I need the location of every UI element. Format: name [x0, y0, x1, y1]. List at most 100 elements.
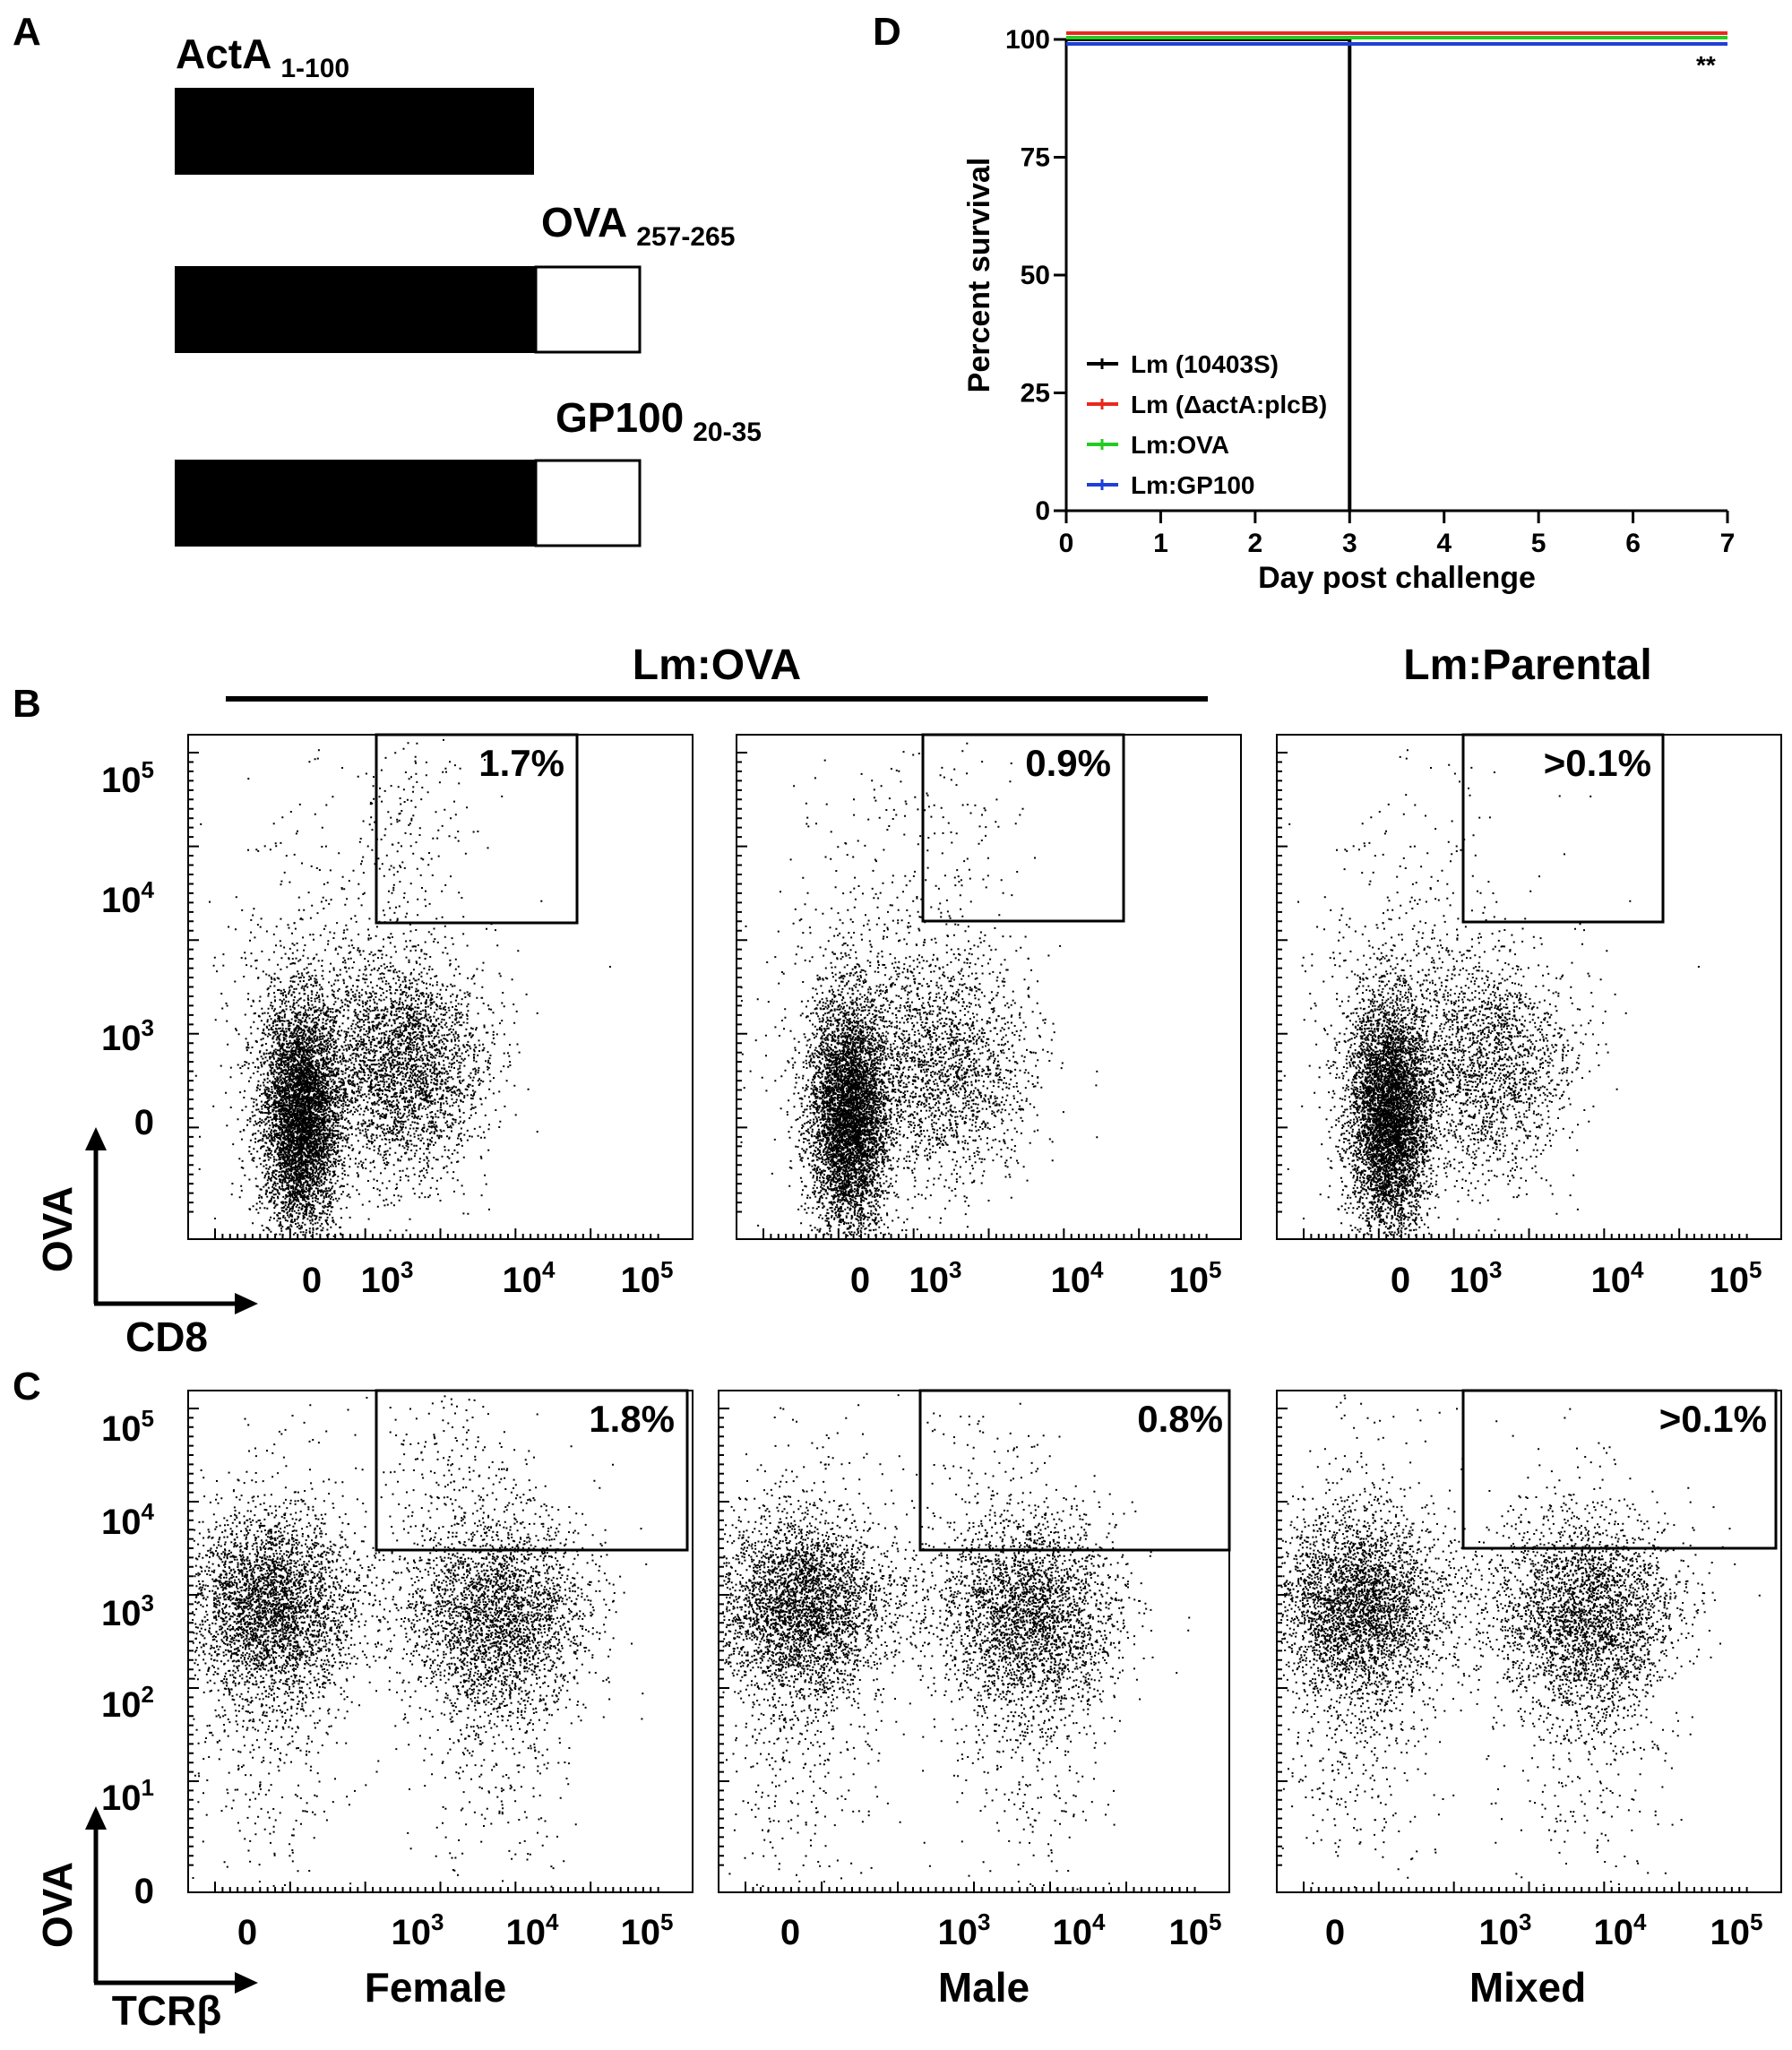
y-tick-label: 25 — [1021, 379, 1050, 409]
x-tick-label: 105 — [621, 1256, 674, 1300]
series-lines — [1066, 31, 1727, 511]
x-tick-label: 0 — [780, 1913, 800, 1952]
gate-box — [375, 1389, 689, 1552]
construct-ova: OVA 257-265 — [175, 199, 735, 354]
axis-ticks — [1277, 752, 1748, 1239]
y-tick-labels: 105 104 103 102 101 0 — [101, 1405, 155, 1911]
gate-percent: >0.1% — [1659, 1398, 1767, 1440]
flow-plot-frame — [187, 734, 694, 1240]
x-tick-label: 103 — [1450, 1256, 1503, 1300]
x-tick-label: 1 — [1153, 529, 1168, 558]
significance-marker: ** — [1696, 51, 1716, 79]
acta-bar — [175, 88, 534, 175]
panel-d: D 0 25 50 75 100 0 1 2 3 4 5 6 7 ** Day post challe… — [873, 10, 1735, 595]
x-axis-title: CD8 — [125, 1314, 208, 1360]
x-tick-label: 104 — [1053, 1908, 1107, 1952]
axis-ticks — [1277, 1408, 1748, 1892]
y-tick-label: 103 — [101, 1014, 154, 1058]
x-tick-label: 0 — [1325, 1913, 1345, 1952]
panel-letter-d: D — [873, 10, 901, 54]
x-axis-title: Day post challenge — [1258, 561, 1536, 595]
gate-box — [1461, 1389, 1778, 1550]
gate-percent: 0.9% — [1025, 742, 1111, 784]
x-tick-label: 0 — [850, 1261, 870, 1300]
y-tick-label: 50 — [1021, 261, 1050, 290]
x-tick-label: 6 — [1625, 529, 1641, 558]
y-tick-label: 103 — [101, 1589, 154, 1633]
x-tick-labels: 0 103 104 105 0 103 104 105 0 103 104 10… — [237, 1908, 1763, 1952]
construct-label: GP100 20-35 — [556, 394, 762, 447]
acta-bar — [175, 460, 536, 547]
event-dots — [1283, 787, 1700, 1232]
x-tick-label: 105 — [1710, 1256, 1762, 1300]
event-dots — [194, 787, 611, 1232]
axis-ticks — [188, 752, 659, 1239]
y-tick-label: 105 — [101, 756, 154, 800]
flow-plot-frame — [1276, 734, 1782, 1240]
x-tick-label: 103 — [938, 1908, 991, 1952]
event-dots — [1473, 1408, 1761, 1886]
y-tick-label: 100 — [1005, 25, 1050, 55]
x-tick-label: 0 — [1391, 1261, 1410, 1300]
y-ticks: 0 25 50 75 100 — [1005, 25, 1066, 526]
x-tick-label: 104 — [1051, 1256, 1105, 1300]
axis-ticks — [188, 1408, 659, 1892]
event-dots — [1280, 1451, 1532, 1767]
event-dots — [888, 742, 1024, 943]
acta-bar — [175, 266, 536, 353]
gate-box — [375, 733, 579, 925]
event-dots — [192, 1417, 393, 1891]
y-axis-title: OVA — [34, 1186, 81, 1272]
construct-acta: ActA 1-100 — [175, 30, 534, 175]
event-dots — [827, 884, 1098, 1232]
y-tick-label: 0 — [134, 1103, 154, 1142]
panel-a: A ActA 1-100 OVA 257-265 GP100 20-35 — [13, 10, 762, 547]
flow-plots-c — [188, 1394, 1761, 1892]
y-tick-label: 0 — [1035, 496, 1050, 526]
y-tick-label: 75 — [1021, 143, 1050, 173]
panel-letter-c: C — [13, 1365, 41, 1408]
x-tick-label: 2 — [1248, 529, 1263, 558]
x-tick-label: 5 — [1531, 529, 1546, 558]
legend-label: Lm:OVA — [1131, 431, 1229, 459]
x-tick-label: 7 — [1720, 529, 1736, 558]
x-tick-label: 3 — [1342, 529, 1357, 558]
y-tick-labels: 105 104 103 0 — [101, 756, 155, 1142]
x-tick-label: 0 — [302, 1261, 322, 1300]
event-dots — [722, 1408, 974, 1888]
epitope-bar — [534, 265, 642, 354]
gate-percent: 1.8% — [589, 1398, 675, 1440]
legend-label: Lm (10403S) — [1131, 350, 1279, 378]
panel-letter-a: A — [13, 10, 41, 54]
x-tick-label: 104 — [506, 1908, 560, 1952]
y-tick-label: 105 — [101, 1405, 154, 1449]
gate-percent: 0.8% — [1137, 1398, 1223, 1440]
y-tick-label: 0 — [134, 1872, 154, 1911]
y-tick-label: 104 — [101, 1498, 155, 1542]
x-tick-label: 103 — [1479, 1908, 1532, 1952]
flow-plots-b — [188, 738, 1748, 1239]
x-tick-label: 0 — [237, 1913, 257, 1952]
x-tick-label: 104 — [1594, 1908, 1648, 1952]
event-dots — [722, 1463, 935, 1798]
panel-letter-b: B — [13, 682, 41, 726]
flow-plot-frame — [736, 734, 1242, 1240]
y-tick-label: 102 — [101, 1681, 154, 1725]
x-tick-label: 104 — [1591, 1256, 1645, 1300]
construct-label: ActA 1-100 — [176, 30, 349, 83]
x-tick-labels: 0 103 104 105 0 103 104 105 0 103 104 10… — [302, 1256, 1762, 1300]
y-tick-label: 101 — [101, 1774, 154, 1818]
event-dots — [332, 738, 489, 941]
column-label-male: Male — [938, 1964, 1030, 2011]
x-tick-label: 105 — [621, 1908, 674, 1952]
arrow-head-right-icon — [235, 1972, 258, 1994]
arrow-head-up-icon — [85, 1806, 107, 1830]
construct-label: OVA 257-265 — [541, 199, 735, 252]
legend-label: Lm:GP100 — [1131, 471, 1255, 499]
event-dots — [783, 918, 935, 1237]
construct-gp100: GP100 20-35 — [175, 394, 762, 547]
event-dots — [192, 1451, 416, 1798]
x-tick-label: 4 — [1436, 529, 1452, 558]
group-label-parental: Lm:Parental — [1403, 642, 1651, 689]
